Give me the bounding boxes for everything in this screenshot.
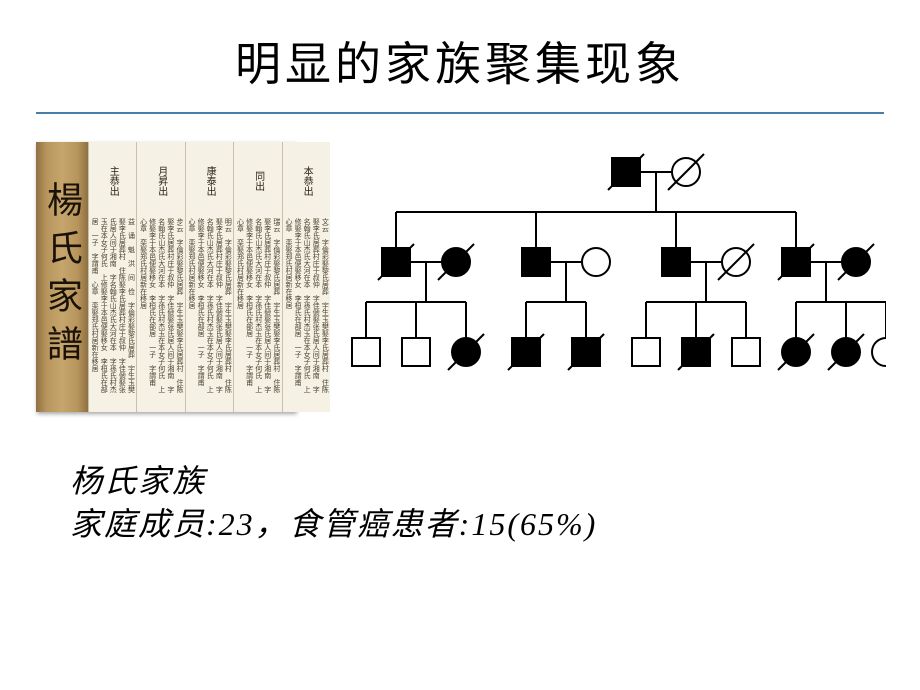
pedigree-c6: [632, 338, 660, 366]
pedigree-g2w4: [838, 244, 874, 280]
pedigree-g1m: [608, 154, 644, 190]
title-rule: [36, 112, 884, 114]
scroll-column: 主恭出益 诵 魁 洪 间 俭 字倫彩娶黎氏居葬 宇生玉樊娶李氏居葬村 住陈娶李氏…: [88, 142, 136, 412]
scroll-pages: 本恭出文云 字倫彩娶黎氏居葬 宇生玉樊娶李氏居葬村 住陈娶李氏居葬村庄于叔仲 字…: [88, 142, 330, 412]
pedigree-c10: [828, 334, 864, 370]
pedigree-c9: [778, 334, 814, 370]
pedigree-c5: [568, 334, 604, 370]
pedigree-c11: [872, 338, 886, 366]
caption-line-2: 家庭成员:23，食管癌患者:15(65%): [70, 503, 850, 546]
caption: 杨氏家族 家庭成员:23，食管癌患者:15(65%): [70, 460, 850, 546]
pedigree-g2h4: [778, 244, 814, 280]
pedigree-c8: [732, 338, 760, 366]
scroll-column: 康泰出明云 字倫彩娶黎氏居葬 宇生玉樊娶李氏居葬村 住陈娶李氏居葬村庄于叔仲 字…: [185, 142, 233, 412]
scroll-cover-title: 楊氏家譜: [36, 175, 88, 379]
scroll-cover: 楊氏家譜: [36, 142, 88, 412]
pedigree-c7: [678, 334, 714, 370]
genealogy-scroll-image: 楊氏家譜 本恭出文云 字倫彩娶黎氏居葬 宇生玉樊娶李氏居葬村 住陈娶李氏居葬村庄…: [36, 142, 296, 412]
scroll-column: 月昇出步云 字倫彩娶黎氏居葬 宇生玉樊娶李氏居葬村 住陈娶李氏居葬村庄于叔仲 字…: [136, 142, 184, 412]
pedigree-g2h1: [378, 244, 414, 280]
pedigree-g1f: [668, 154, 704, 190]
pedigree-g2w1: [438, 244, 474, 280]
pedigree-c1: [352, 338, 380, 366]
pedigree-c2: [402, 338, 430, 366]
pedigree-g2w2: [582, 248, 610, 276]
pedigree-g2w3: [718, 244, 754, 280]
scroll-column: 本恭出文云 字倫彩娶黎氏居葬 宇生玉樊娶李氏居葬村 住陈娶李氏居葬村庄于叔仲 字…: [282, 142, 330, 412]
content-row: 楊氏家譜 本恭出文云 字倫彩娶黎氏居葬 宇生玉樊娶李氏居葬村 住陈娶李氏居葬村庄…: [36, 142, 884, 412]
pedigree-g2h2: [522, 248, 550, 276]
scroll-column: 同出瑞云 字倫彩娶黎氏居葬 宇生玉樊娶李氏居葬村 住陈娶李氏居葬村庄于叔仲 字佳…: [233, 142, 281, 412]
pedigree-c3: [448, 334, 484, 370]
caption-line-1: 杨氏家族: [70, 460, 850, 503]
page-title: 明显的家族聚集现象: [0, 28, 920, 94]
pedigree-diagram: [326, 142, 886, 402]
pedigree-g2h3: [662, 248, 690, 276]
pedigree-wrap: [326, 142, 886, 402]
pedigree-c4: [508, 334, 544, 370]
